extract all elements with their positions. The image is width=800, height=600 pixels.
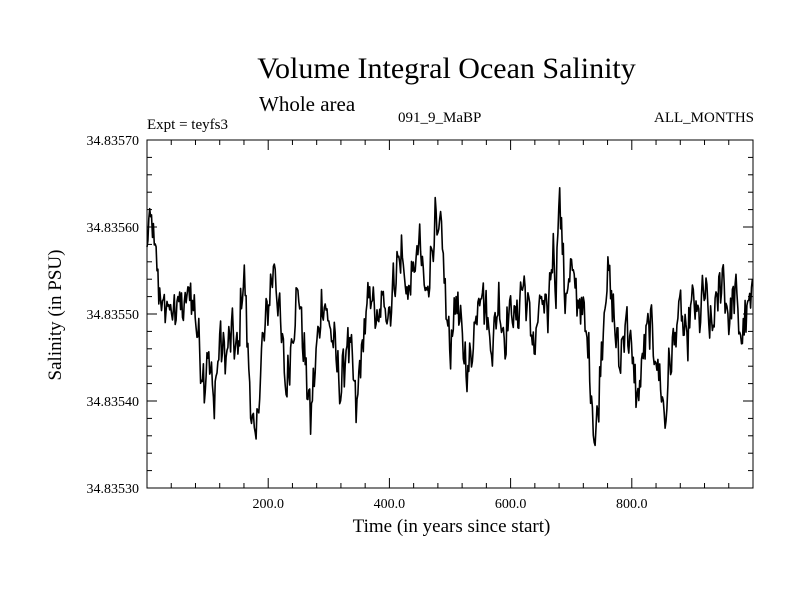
y-tick-label: 34.83570 — [87, 134, 140, 149]
y-tick-label: 34.83550 — [87, 308, 140, 323]
y-tick-label: 34.83540 — [87, 395, 140, 410]
x-tick-label: 800.0 — [616, 497, 648, 512]
x-axis-label: Time (in years since start) — [352, 516, 551, 537]
y-tick-label: 34.83560 — [87, 221, 140, 236]
x-tick-label: 400.0 — [374, 497, 406, 512]
plot-frame — [146, 139, 754, 489]
experiment-label: Expt = teyfs3 — [147, 117, 228, 133]
y-tick-label: 34.83530 — [87, 482, 140, 497]
chart-subtitle: Whole area — [259, 92, 356, 116]
axis-tick-labels: 200.0 400.0 600.0 800.0 34.83530 34.83540 34.8… — [87, 134, 648, 512]
axis-ticks — [146, 139, 754, 489]
run-id-label: 091_9_MaBP — [398, 110, 482, 126]
x-tick-label: 200.0 — [252, 497, 284, 512]
salinity-series-line — [146, 187, 754, 447]
months-label: ALL_MONTHS — [654, 110, 754, 126]
x-tick-label: 600.0 — [495, 497, 527, 512]
chart-title: Volume Integral Ocean Salinity — [257, 52, 636, 85]
